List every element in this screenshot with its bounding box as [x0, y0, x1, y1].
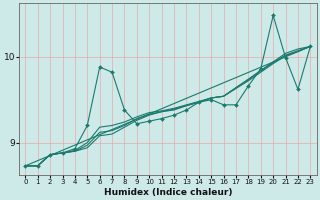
X-axis label: Humidex (Indice chaleur): Humidex (Indice chaleur)	[104, 188, 232, 197]
